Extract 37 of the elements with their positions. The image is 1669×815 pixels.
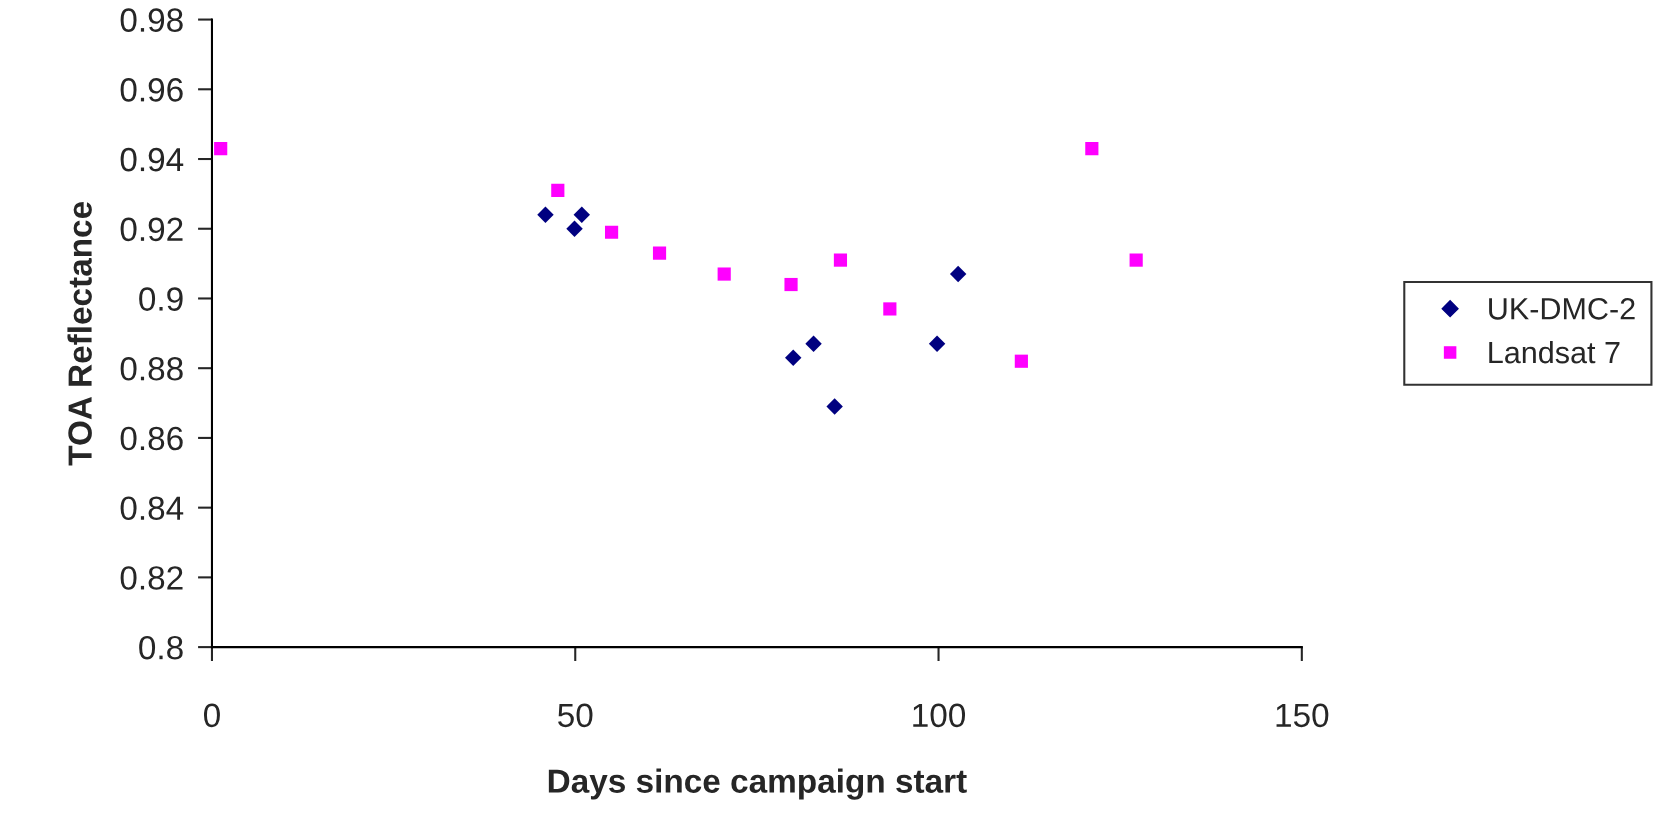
point — [785, 349, 802, 366]
x-tick-label: 150 — [1276, 703, 1329, 728]
point — [1014, 354, 1028, 368]
legend-label: UK-DMC-2 — [1489, 298, 1635, 320]
y-tick-label: 0.96 — [120, 78, 183, 102]
point — [566, 220, 583, 237]
y-tick-label: 0.82 — [120, 566, 183, 590]
point — [833, 253, 848, 267]
legend-label: Landsat 7 — [1489, 340, 1620, 364]
y-tick-label: 0.9 — [139, 287, 183, 311]
y-tick-label: 0.8 — [139, 635, 183, 660]
x-tick-label: 100 — [913, 703, 966, 728]
y-tick-label: 0.94 — [120, 147, 184, 172]
point — [949, 265, 967, 283]
point — [537, 206, 554, 224]
point — [826, 398, 843, 415]
y-tick-label: 0.86 — [120, 426, 183, 451]
point — [1129, 253, 1143, 267]
y-tick-label: 0.84 — [120, 496, 184, 521]
point — [214, 141, 228, 156]
point — [717, 267, 731, 281]
point — [551, 183, 565, 197]
y-tick-label: 0.92 — [120, 217, 183, 242]
point — [573, 206, 590, 224]
x-tick-label: 0 — [204, 703, 220, 728]
point — [784, 277, 798, 292]
point — [883, 302, 897, 316]
point — [1085, 141, 1099, 156]
point — [652, 246, 667, 260]
point — [928, 335, 946, 353]
point — [805, 335, 822, 353]
x-tick-label: 50 — [558, 703, 593, 728]
point — [604, 225, 619, 239]
y-axis-title: TOA Reflectance — [67, 202, 92, 466]
y-tick-label: 0.98 — [120, 8, 183, 32]
y-tick-label: 0.88 — [120, 357, 183, 381]
x-axis-title: Days since campaign start — [548, 768, 967, 800]
